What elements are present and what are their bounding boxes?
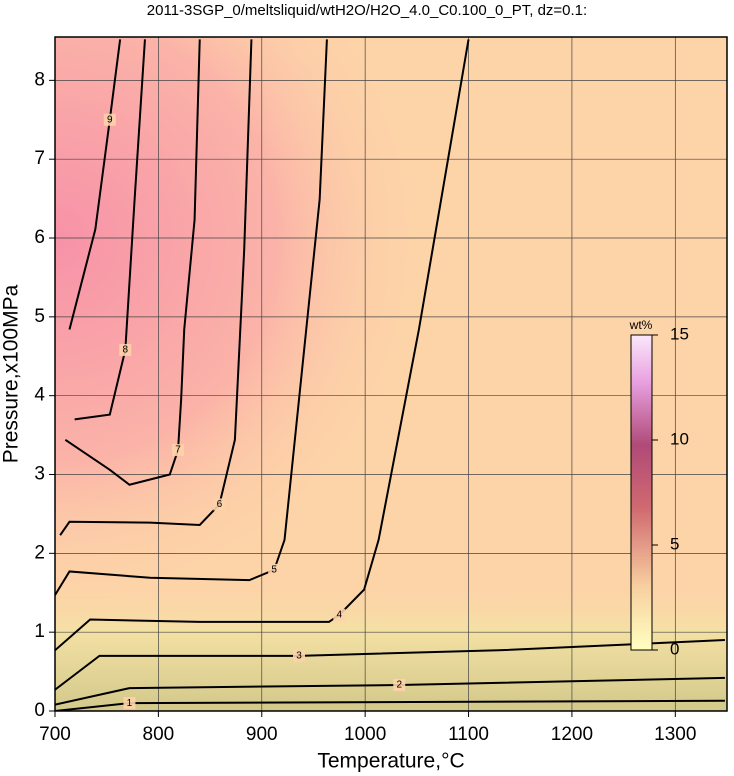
contour-label-bg (213, 498, 226, 511)
colorbar-tick-label: 5 (670, 534, 679, 553)
contour-label: 9 (107, 114, 113, 125)
contour-label-bg (333, 608, 346, 621)
x-tick-label: 800 (143, 724, 175, 745)
x-tick-label: 1000 (344, 724, 386, 745)
contour-label: 1 (127, 698, 133, 709)
x-tick-label: 1300 (654, 724, 696, 745)
colorbar-title: wt% (629, 318, 653, 332)
colorbar-axis: 0 5 10 15 (652, 324, 689, 658)
x-axis-label: Temperature,°C (317, 750, 464, 773)
plot-frame (54, 36, 728, 712)
contour-label: 7 (175, 445, 181, 456)
y-tick-label: 6 (34, 227, 45, 248)
x-tick-label: 1100 (448, 724, 489, 745)
colorbar-tick-label: 10 (670, 429, 689, 448)
contour-line (68, 39, 122, 330)
contour-label-bg (103, 113, 116, 126)
contour-label: 3 (296, 650, 302, 661)
contour-label: 8 (123, 345, 129, 356)
contour-label-bg (393, 678, 406, 691)
x-tick-label: 700 (39, 724, 71, 745)
contour-label-bg (123, 697, 136, 710)
y-tick-label: 0 (34, 700, 45, 721)
x-tick-label: 1200 (551, 724, 593, 745)
contour-label: 2 (396, 680, 402, 691)
colorbar-tick-label: 15 (670, 324, 689, 343)
contour-label: 4 (337, 609, 343, 620)
y-tick-label: 4 (34, 385, 45, 406)
contour-label-bg (292, 649, 305, 662)
y-tick-label: 5 (34, 306, 45, 327)
contour-line (59, 39, 253, 536)
chart-title: 2011-3SGP_0/meltsliquid/wtH2O/H2O_4.0_C0… (147, 2, 587, 19)
contour-label-bg (268, 563, 281, 576)
contours: 1 2 3 4 5 6 7 8 9 (55, 39, 725, 711)
colorbar (630, 334, 653, 651)
y-tick-label: 7 (34, 148, 45, 169)
y-axis-label: Pressure,x100MPa (0, 284, 23, 463)
contour-label-bg (119, 343, 132, 356)
colorbar-tick-label: 0 (670, 639, 679, 658)
contour-line (55, 676, 725, 706)
y-tick-label: 2 (34, 542, 45, 563)
y-tick-label: 3 (34, 464, 45, 485)
contour-label: 5 (271, 565, 277, 576)
plot-shading (55, 37, 727, 711)
x-tick-label: 900 (246, 724, 278, 745)
contour-label: 6 (217, 499, 223, 510)
contour-label-bg (172, 444, 185, 457)
y-tick-label: 1 (34, 621, 45, 642)
y-tick-label: 8 (34, 69, 45, 90)
